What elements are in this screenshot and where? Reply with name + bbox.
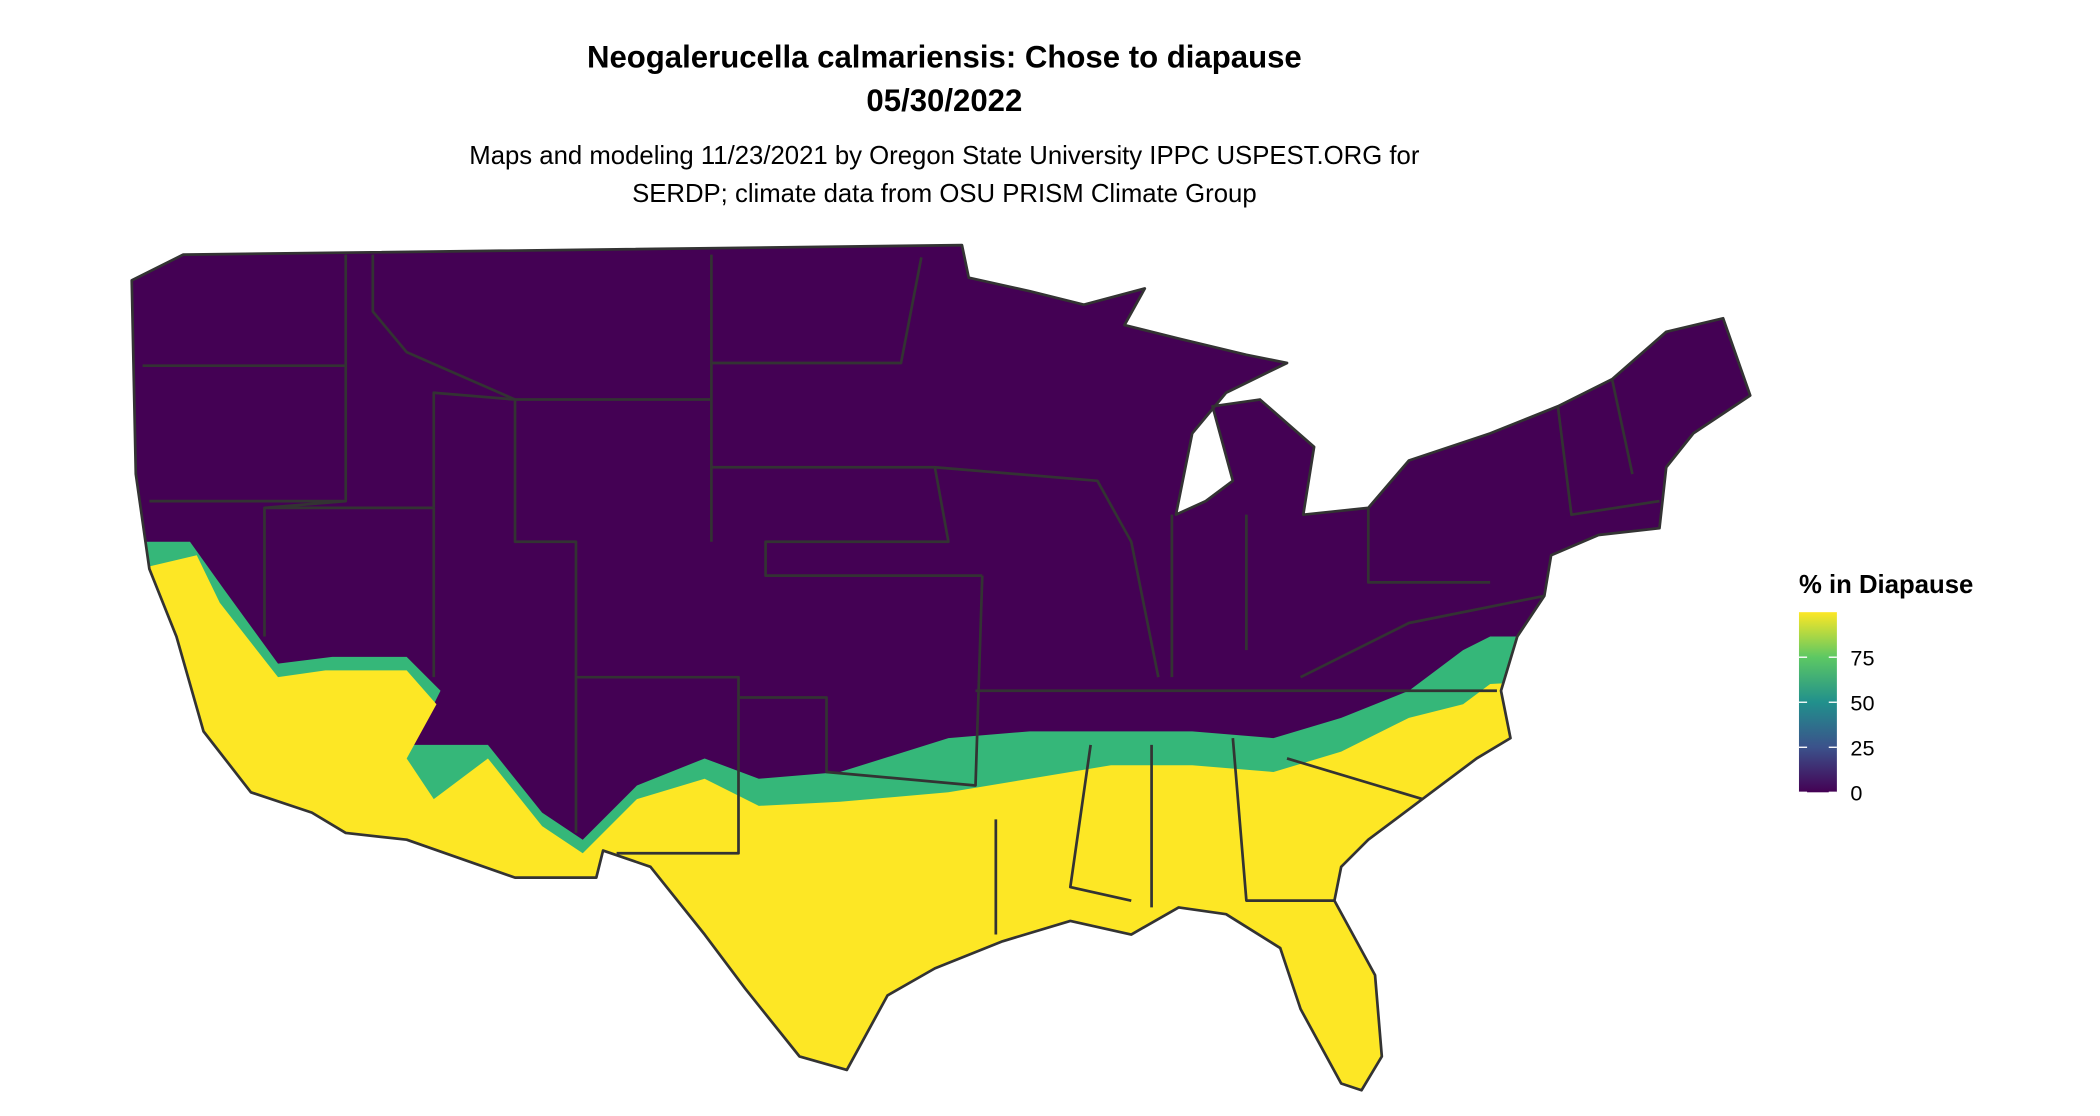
map-title: Neogalerucella calmariensis: Chose to di… [587, 40, 1302, 75]
colorbar-label: 50 [1850, 690, 1874, 715]
colorbar-label: 75 [1850, 645, 1874, 670]
map-date: 05/30/2022 [866, 83, 1022, 118]
us-map [130, 243, 1752, 1092]
colorbar-label: 0 [1850, 780, 1862, 805]
state-borders [142, 254, 1660, 935]
legend-title: % in Diapause [1799, 571, 1973, 599]
map-subtitle: Maps and modeling 11/23/2021 by Oregon S… [469, 142, 1420, 170]
colorbar-label: 25 [1850, 735, 1874, 760]
map-subtitle: SERDP; climate data from OSU PRISM Clima… [632, 180, 1257, 208]
legend: % in Diapause 0 25 50 75 [1798, 571, 1973, 805]
